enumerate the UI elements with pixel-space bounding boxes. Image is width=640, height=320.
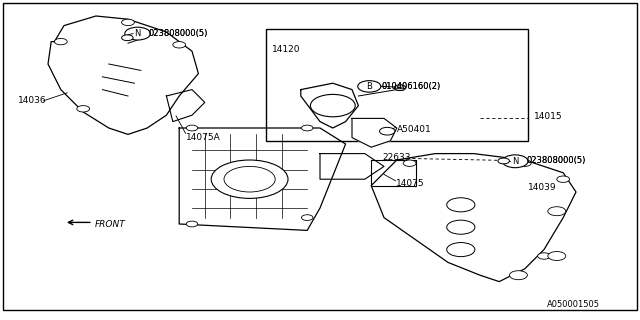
Text: 010406160(2): 010406160(2)	[381, 82, 441, 91]
Polygon shape	[179, 128, 346, 230]
Circle shape	[380, 127, 395, 135]
Circle shape	[125, 27, 150, 40]
Circle shape	[509, 271, 527, 280]
Circle shape	[502, 155, 528, 168]
Circle shape	[186, 221, 198, 227]
Polygon shape	[371, 154, 576, 282]
Text: 14039: 14039	[528, 183, 557, 192]
Polygon shape	[371, 160, 416, 186]
Circle shape	[557, 176, 570, 182]
Text: 14120: 14120	[272, 45, 301, 54]
Circle shape	[186, 125, 198, 131]
Circle shape	[358, 81, 381, 92]
Text: A50401: A50401	[397, 125, 431, 134]
Circle shape	[498, 158, 509, 164]
Circle shape	[173, 42, 186, 48]
Text: 14075A: 14075A	[186, 133, 220, 142]
Text: B: B	[366, 82, 372, 91]
Circle shape	[395, 85, 405, 91]
Text: 023808000(5): 023808000(5)	[148, 29, 208, 38]
Circle shape	[403, 160, 416, 166]
Text: A050001505: A050001505	[547, 300, 600, 309]
Circle shape	[310, 94, 355, 117]
Circle shape	[447, 198, 475, 212]
Circle shape	[54, 38, 67, 45]
Polygon shape	[352, 118, 397, 147]
Circle shape	[518, 160, 531, 166]
Circle shape	[224, 166, 275, 192]
Circle shape	[211, 160, 288, 198]
Text: 023808000(5): 023808000(5)	[148, 29, 208, 38]
Text: FRONT: FRONT	[95, 220, 125, 229]
Circle shape	[447, 243, 475, 257]
Polygon shape	[166, 90, 205, 122]
Text: 14036: 14036	[18, 96, 47, 105]
Circle shape	[77, 106, 90, 112]
Text: 023808000(5): 023808000(5)	[527, 156, 586, 165]
Circle shape	[548, 252, 566, 260]
Circle shape	[548, 207, 566, 216]
Text: 22633: 22633	[383, 153, 412, 162]
Circle shape	[538, 253, 550, 259]
Circle shape	[394, 85, 406, 91]
Circle shape	[122, 35, 133, 41]
Polygon shape	[301, 83, 358, 128]
Circle shape	[447, 220, 475, 234]
Circle shape	[301, 125, 313, 131]
Polygon shape	[320, 154, 384, 179]
Text: 023808000(5): 023808000(5)	[527, 156, 586, 165]
Text: N: N	[134, 29, 141, 38]
Text: 14015: 14015	[534, 112, 563, 121]
Text: 14075: 14075	[396, 179, 424, 188]
Circle shape	[301, 215, 313, 220]
Text: 010406160(2): 010406160(2)	[381, 82, 441, 91]
Circle shape	[122, 19, 134, 26]
Polygon shape	[48, 16, 198, 134]
Text: N: N	[512, 157, 518, 166]
Bar	[266, 29, 528, 141]
